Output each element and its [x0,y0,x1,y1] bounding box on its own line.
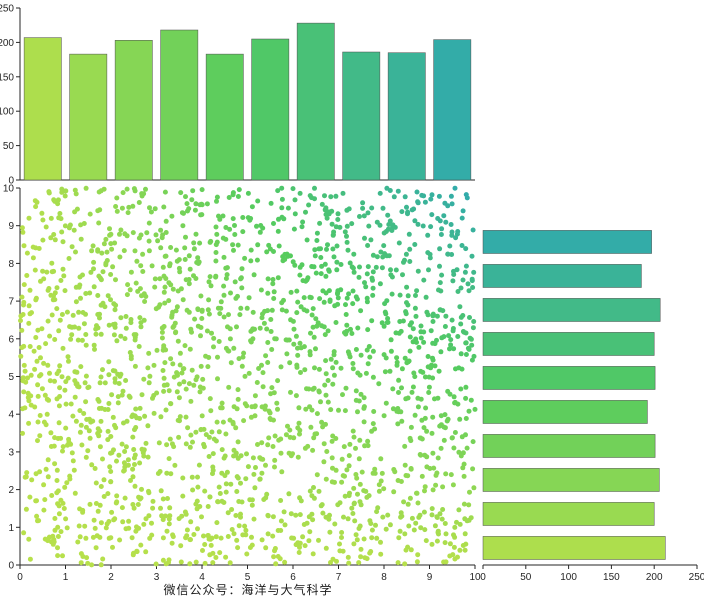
top-hist-bar [251,38,290,181]
top-hist-bar [387,52,426,181]
top-hist-bar [296,22,335,181]
scatter-plot: 0 1 2 3 4 5 6 7 8 9 10 0 1 2 3 4 5 6 7 8 9 10 [3,184,481,584]
scatter-x-tick-label: 4 [199,572,205,583]
scatter-y-tick-label: 2 [8,485,14,496]
right-hist-bar [482,366,656,390]
right-hist-bar [482,434,656,458]
scatter-y-tick-label: 4 [8,410,14,421]
right-hist-x-tick-label: 150 [603,572,620,583]
top-hist-bar [433,39,472,181]
top-hist-y-tick-label: 150 [0,72,14,83]
top-hist-bar [160,29,199,181]
right-hist-x-tick-label: 0 [480,572,486,583]
scatter-points [18,185,478,568]
scatter-x-tick-label: 0 [17,572,23,583]
top-hist-y-tick-label: 200 [0,38,14,49]
top-hist-bar [342,51,381,181]
scatter-y-tick-label: 6 [8,334,14,345]
right-hist-x-tick-label: 100 [560,572,577,583]
right-hist-x-tick-label: 200 [646,572,663,583]
top-hist-y-tick-label: 250 [0,4,14,15]
top-hist-bar [23,37,62,181]
scatter-x-tick-label: 2 [108,572,114,583]
top-hist-y-tick-label: 50 [3,141,15,152]
right-histogram: 0 50 100 150 200 250 [480,230,704,583]
right-hist-x-tick-label: 50 [520,572,532,583]
top-hist-y-tick-label: 0 [8,176,14,187]
top-hist-bar [114,40,153,181]
right-hist-bar [482,502,655,526]
scatter-x-tick-label: 3 [154,572,160,583]
scatter-x-tick-label: 8 [381,572,387,583]
right-hist-bar [482,332,655,356]
scatter-y-tick-label: 1 [8,523,14,534]
right-hist-bar [482,230,652,254]
right-hist-bar [482,468,660,492]
right-hist-bar [482,400,648,424]
right-hist-bar [482,536,666,560]
scatter-y-tick-label: 9 [8,221,14,232]
top-hist-bar [205,53,244,181]
scatter-x-tick-label: 6 [290,572,296,583]
scatter-y-tick-label: 10 [3,184,15,195]
scatter-y-tick-label: 8 [8,259,14,270]
scatter-x-tick-label: 5 [245,572,251,583]
scatter-x-tick-label: 10 [469,572,481,583]
top-histogram: 0 50 100 150 200 250 [0,4,475,187]
scatter-x-tick-label: 9 [427,572,433,583]
scatter-y-tick-label: 5 [8,372,14,383]
scatter-x-tick-label: 1 [63,572,69,583]
scatter-x-tick-label: 7 [336,572,342,583]
top-hist-y-tick-label: 100 [0,107,14,118]
caption-text: 微信公众号：海洋与大气科学 [163,583,333,597]
scatter-y-tick-label: 3 [8,447,14,458]
scatter-y-tick-label: 7 [8,297,14,308]
scatter-y-tick-label: 0 [8,561,14,572]
right-hist-x-tick-label: 250 [689,572,704,583]
right-hist-bar [482,298,661,322]
top-hist-bar [69,53,108,181]
right-hist-bar [482,264,642,288]
